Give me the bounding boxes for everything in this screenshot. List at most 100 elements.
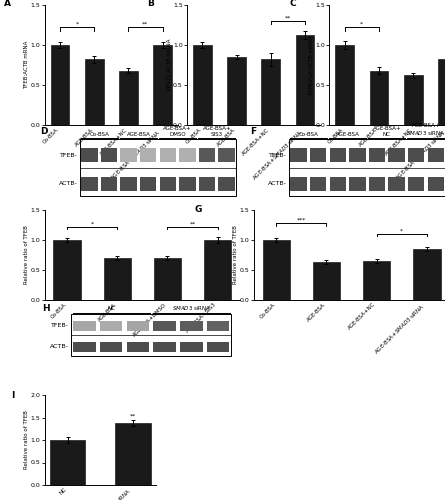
Bar (261, 60, 280, 125)
Text: **: ** (285, 15, 291, 20)
Bar (193, 45, 212, 125)
Text: Co-BSA: Co-BSA (42, 128, 60, 145)
Y-axis label: Relative ratio of TFEB: Relative ratio of TFEB (24, 410, 29, 470)
Bar (207, 342, 229, 352)
Text: AGE-BSA+$\it{SMAD3}$ siRNA: AGE-BSA+$\it{SMAD3}$ siRNA (393, 128, 445, 182)
Y-axis label: Relative ratio of TFEB: Relative ratio of TFEB (233, 226, 239, 284)
Bar (160, 148, 176, 162)
Text: D: D (40, 127, 48, 136)
Bar (180, 342, 202, 352)
Bar (115, 423, 151, 485)
Bar (179, 177, 196, 190)
Text: AGE-BSA+NC: AGE-BSA+NC (241, 128, 271, 156)
Text: NC: NC (107, 306, 115, 312)
Bar (263, 240, 290, 300)
Bar (349, 148, 366, 162)
Text: Co-BSA: Co-BSA (89, 132, 109, 137)
Text: C: C (289, 0, 296, 8)
Bar (369, 70, 388, 125)
Text: Co-BSA: Co-BSA (185, 128, 202, 145)
Bar (100, 320, 122, 331)
Text: AGE-BSA+NC: AGE-BSA+NC (384, 128, 413, 156)
Text: AGE-BSA: AGE-BSA (359, 128, 379, 148)
Text: AGE-BSA: AGE-BSA (336, 132, 360, 137)
Text: NC: NC (58, 487, 68, 496)
Bar (388, 177, 405, 190)
Text: AGE-BSA+NC: AGE-BSA+NC (99, 128, 128, 156)
Text: TFEB-: TFEB- (60, 152, 78, 158)
Bar (121, 177, 137, 190)
Bar (413, 249, 441, 300)
Text: F: F (250, 127, 256, 136)
Text: AGE-BSA+
SIS3: AGE-BSA+ SIS3 (202, 126, 231, 137)
Bar (291, 148, 307, 162)
Bar (310, 177, 327, 190)
Text: ***: *** (297, 218, 306, 222)
Bar (104, 258, 131, 300)
Bar (85, 60, 104, 125)
Text: TFEB-: TFEB- (269, 152, 287, 158)
Text: A: A (4, 0, 12, 8)
Text: AGE-BSA+
NC: AGE-BSA+ NC (372, 126, 401, 137)
Y-axis label: ATP6V1H:ACTB mRNA: ATP6V1H:ACTB mRNA (309, 35, 314, 95)
Bar (310, 148, 327, 162)
Bar (100, 342, 122, 352)
Text: AGE-BSA+$\it{SMAD3}$ siRNA: AGE-BSA+$\it{SMAD3}$ siRNA (251, 128, 305, 182)
Y-axis label: TFEB:ACTB mRNA: TFEB:ACTB mRNA (24, 41, 29, 89)
Bar (199, 148, 215, 162)
Text: G: G (195, 206, 202, 214)
Text: ACTB-: ACTB- (268, 181, 287, 186)
Bar (388, 148, 405, 162)
Text: $\it{SMAD3}$ siRNA: $\it{SMAD3}$ siRNA (172, 304, 211, 312)
Bar (313, 262, 340, 300)
Bar (154, 342, 176, 352)
Bar (140, 148, 157, 162)
Bar (127, 342, 149, 352)
Bar (295, 36, 314, 125)
Text: H: H (42, 304, 49, 313)
Text: AGE-BSA+
DMSO: AGE-BSA+ DMSO (163, 126, 192, 137)
Bar (81, 177, 98, 190)
Bar (160, 177, 176, 190)
Text: AGE-BSA: AGE-BSA (216, 128, 237, 148)
Text: AGE-BSA+
$\it{SMAD3}$ siRNA: AGE-BSA+ $\it{SMAD3}$ siRNA (406, 122, 445, 137)
Text: TFEB-: TFEB- (51, 324, 69, 328)
Bar (438, 60, 445, 125)
Bar (330, 177, 346, 190)
Bar (49, 440, 85, 485)
Text: Co-BSA: Co-BSA (327, 128, 345, 145)
Text: *: * (91, 221, 94, 226)
Bar (336, 45, 354, 125)
Text: **: ** (129, 414, 136, 418)
Bar (289, 139, 445, 196)
Bar (127, 320, 149, 331)
Text: **: ** (190, 221, 196, 226)
Text: AGE-BSA: AGE-BSA (126, 132, 150, 137)
Bar (218, 148, 235, 162)
Bar (363, 261, 390, 300)
Bar (227, 57, 246, 125)
Text: AGE-BSA+$\it{SMAD3}$ siRNA: AGE-BSA+$\it{SMAD3}$ siRNA (108, 128, 162, 182)
Text: $\it{SMAD3}$ siRNA: $\it{SMAD3}$ siRNA (99, 487, 133, 500)
Bar (408, 148, 425, 162)
Text: Co-BSA: Co-BSA (259, 302, 276, 320)
Y-axis label: VPS11:ACTB mRNA: VPS11:ACTB mRNA (166, 39, 172, 91)
Text: AGE-BSA+DMSO: AGE-BSA+DMSO (132, 302, 167, 338)
Bar (73, 342, 96, 352)
Text: *: * (360, 22, 364, 26)
Bar (180, 320, 202, 331)
Text: Co-BSA: Co-BSA (49, 302, 67, 320)
Bar (71, 314, 231, 356)
Bar (199, 177, 215, 190)
Text: AGE-BSA+NC: AGE-BSA+NC (347, 302, 376, 331)
Bar (81, 148, 98, 162)
Bar (121, 148, 137, 162)
Bar (154, 258, 181, 300)
Text: AGE-BSA+$\it{SMAD3}$ siRNA: AGE-BSA+$\it{SMAD3}$ siRNA (372, 302, 427, 356)
Text: B: B (147, 0, 154, 8)
Text: AGE-BSA: AGE-BSA (306, 302, 327, 322)
Bar (330, 148, 346, 162)
Bar (51, 45, 69, 125)
Text: *: * (76, 22, 79, 26)
Text: Co-BSA: Co-BSA (299, 132, 319, 137)
